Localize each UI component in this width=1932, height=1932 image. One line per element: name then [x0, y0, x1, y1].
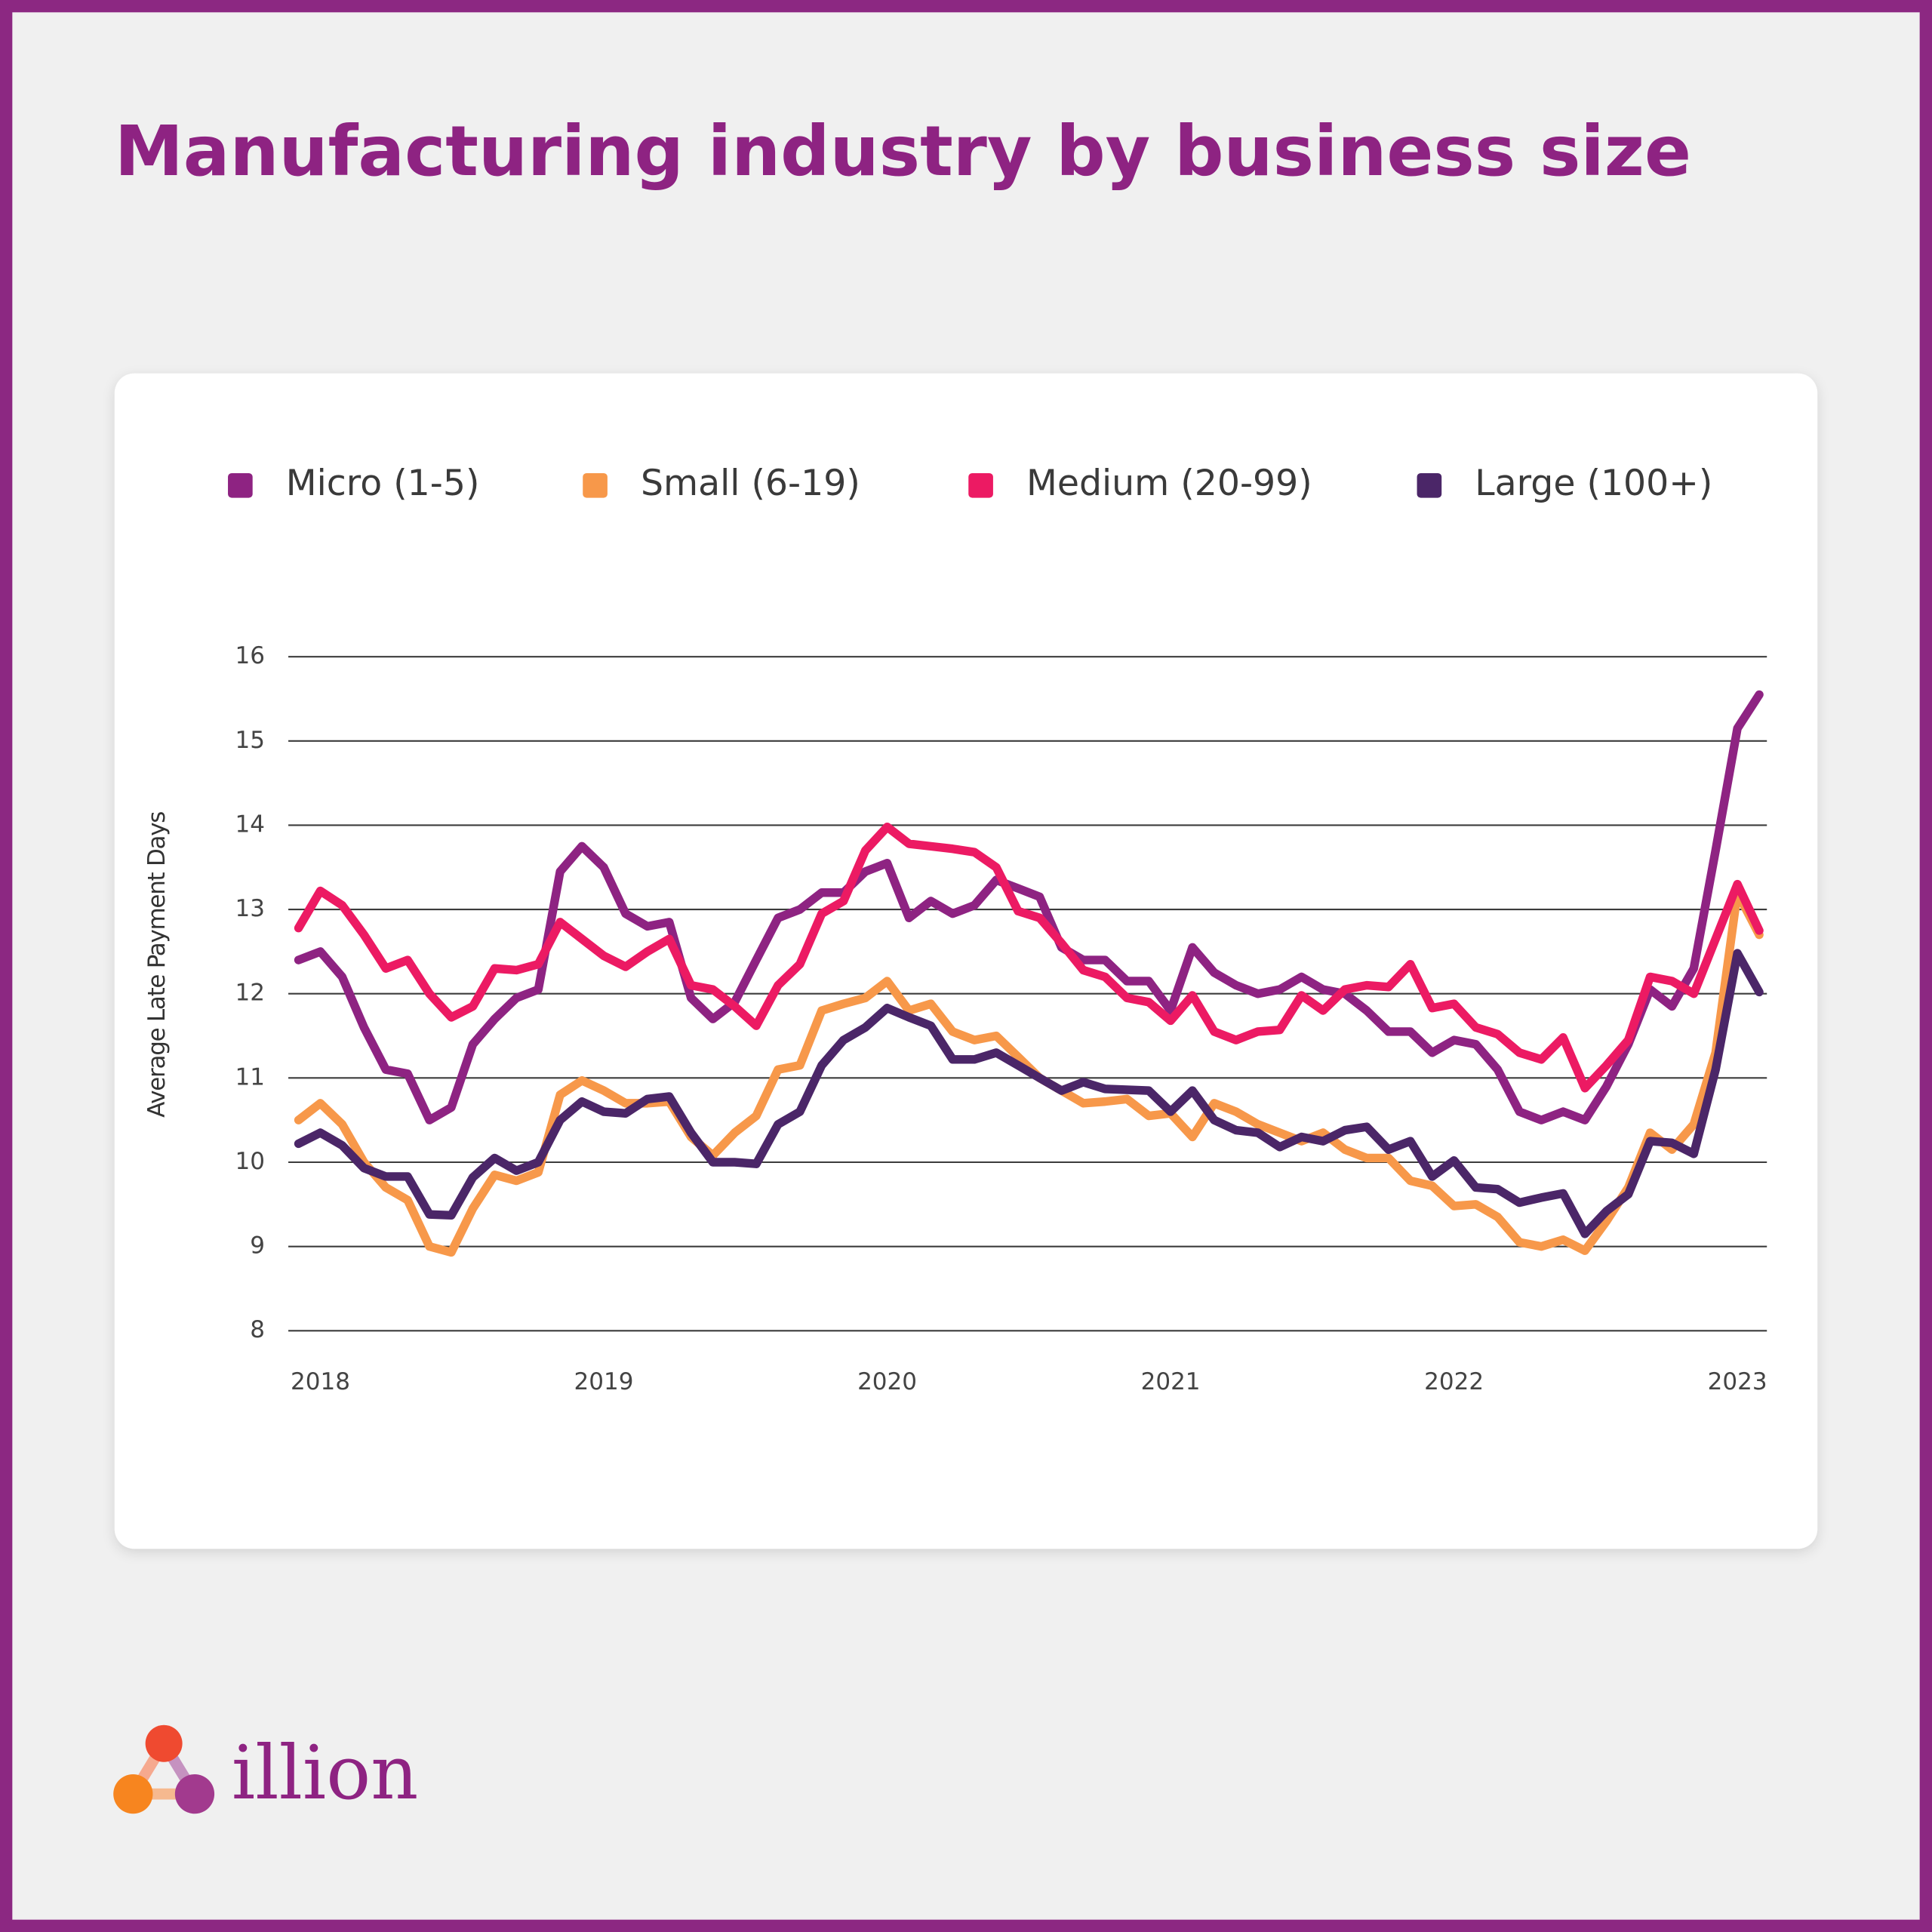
chart-title: Manufacturing industry by business size — [115, 111, 1691, 192]
x-tick-label: 2019 — [574, 1368, 634, 1395]
x-tick-label: 2020 — [857, 1368, 917, 1395]
series-line — [294, 949, 1764, 1238]
x-tick-label: 2021 — [1141, 1368, 1201, 1395]
y-axis-label: Average Late Payment Days — [143, 812, 171, 1118]
legend-label: Micro (1-5) — [286, 463, 480, 504]
legend-label: Large (100+) — [1475, 463, 1712, 504]
y-tick-label: 12 — [235, 980, 265, 1007]
y-tick-label: 10 — [235, 1148, 265, 1175]
logo: illion — [113, 1724, 418, 1817]
series-line — [294, 822, 1764, 1093]
legend-label: Medium (20-99) — [1026, 463, 1312, 504]
x-tick-label: 2018 — [291, 1368, 350, 1395]
y-tick-label: 14 — [235, 811, 265, 838]
y-tick-label: 13 — [235, 895, 265, 922]
series-line — [294, 690, 1764, 1124]
legend-swatch — [583, 472, 608, 498]
x-tick-label: 2022 — [1424, 1368, 1484, 1395]
y-tick-label: 8 — [250, 1316, 265, 1343]
x-tick-label: 2023 — [1708, 1368, 1767, 1395]
legend-swatch — [968, 472, 993, 498]
card — [114, 373, 1818, 1549]
y-tick-label: 15 — [235, 727, 265, 754]
y-tick-label: 9 — [250, 1232, 265, 1260]
y-tick-label: 11 — [235, 1063, 265, 1091]
legend-swatch — [228, 472, 253, 498]
y-tick-label: 16 — [235, 642, 265, 669]
brand-name: illion — [232, 1730, 418, 1817]
legend-label: Small (6-19) — [641, 463, 860, 504]
legend-swatch — [1417, 472, 1442, 498]
